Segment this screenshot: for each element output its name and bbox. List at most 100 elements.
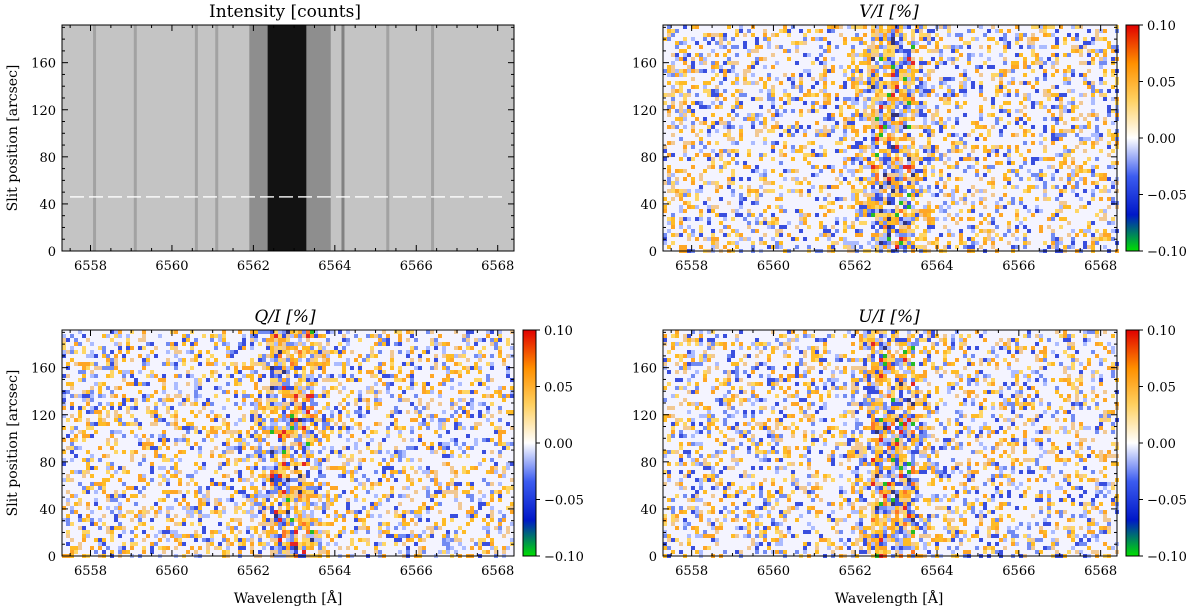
x-tick-label: 6564 <box>318 259 351 274</box>
heatmap-cell <box>971 85 975 89</box>
heatmap-cell <box>875 181 879 185</box>
heatmap-cell <box>314 366 318 370</box>
heatmap-cell <box>771 189 775 193</box>
heatmap-cell <box>446 418 450 422</box>
heatmap-cell <box>66 418 70 422</box>
heatmap-cell <box>927 209 931 213</box>
heatmap-cell <box>186 482 190 486</box>
heatmap-cell <box>871 41 875 45</box>
heatmap-cell <box>1051 237 1055 241</box>
heatmap-cell <box>851 241 855 245</box>
heatmap-cell <box>883 217 887 221</box>
heatmap-cell <box>1095 137 1099 141</box>
heatmap-cell <box>859 41 863 45</box>
heatmap-cell <box>739 89 743 93</box>
heatmap-cell <box>883 209 887 213</box>
heatmap-cell <box>90 426 94 430</box>
heatmap-cell <box>286 394 290 398</box>
heatmap-cell <box>923 209 927 213</box>
heatmap-cell <box>947 77 951 81</box>
heatmap-cell <box>859 221 863 225</box>
heatmap-cell <box>154 410 158 414</box>
heatmap-cell <box>823 65 827 69</box>
heatmap-cell <box>98 346 102 350</box>
heatmap-cell <box>466 346 470 350</box>
heatmap-cell <box>743 41 747 45</box>
heatmap-cell <box>226 354 230 358</box>
heatmap-cell <box>70 438 74 442</box>
heatmap-cell <box>1103 93 1107 97</box>
heatmap-cell <box>290 458 294 462</box>
heatmap-cell <box>851 129 855 133</box>
heatmap-cell <box>442 442 446 446</box>
heatmap-cell <box>410 430 414 434</box>
heatmap-cell <box>302 346 306 350</box>
heatmap-cell <box>927 225 931 229</box>
heatmap-cell <box>62 458 66 462</box>
heatmap-cell <box>430 414 434 418</box>
heatmap-cell <box>943 45 947 49</box>
heatmap-cell <box>695 189 699 193</box>
heatmap-cell <box>174 330 178 334</box>
heatmap-cell <box>1003 73 1007 77</box>
heatmap-cell <box>911 81 915 85</box>
heatmap-cell <box>274 454 278 458</box>
heatmap-cell <box>719 169 723 173</box>
heatmap-cell <box>871 77 875 81</box>
heatmap-cell <box>931 225 935 229</box>
heatmap-cell <box>258 358 262 362</box>
heatmap-cell <box>1083 149 1087 153</box>
heatmap-cell <box>410 478 414 482</box>
heatmap-cell <box>1099 233 1103 237</box>
heatmap-cell <box>70 346 74 350</box>
heatmap-cell <box>1039 45 1043 49</box>
heatmap-cell <box>106 402 110 406</box>
heatmap-cell <box>414 410 418 414</box>
heatmap-cell <box>715 153 719 157</box>
heatmap-cell <box>262 406 266 410</box>
colorbar-gradient <box>1125 24 1140 252</box>
heatmap-cell <box>442 422 446 426</box>
heatmap-cell <box>683 101 687 105</box>
heatmap-cell <box>875 245 879 249</box>
heatmap-cell <box>306 434 310 438</box>
heatmap-cell <box>1031 173 1035 177</box>
heatmap-cell <box>434 482 438 486</box>
heatmap-cell <box>306 334 310 338</box>
heatmap-cell <box>887 145 891 149</box>
heatmap-cell <box>995 205 999 209</box>
heatmap-cell <box>418 398 422 402</box>
heatmap-cell <box>927 125 931 129</box>
heatmap-cell <box>250 334 254 338</box>
heatmap-cell <box>899 229 903 233</box>
heatmap-cell <box>182 362 186 366</box>
heatmap-cell <box>871 153 875 157</box>
heatmap-cell <box>931 221 935 225</box>
heatmap-cell <box>186 398 190 402</box>
heatmap-cell <box>114 470 118 474</box>
heatmap-cell <box>775 241 779 245</box>
heatmap-cell <box>803 129 807 133</box>
heatmap-cell <box>683 41 687 45</box>
heatmap-cell <box>783 153 787 157</box>
heatmap-cell <box>294 430 298 434</box>
heatmap-cell <box>194 378 198 382</box>
heatmap-cell <box>494 346 498 350</box>
heatmap-cell <box>935 33 939 37</box>
heatmap-cell <box>931 113 935 117</box>
heatmap-cell <box>1055 137 1059 141</box>
panel-title: Q/I [%] <box>254 307 316 327</box>
heatmap-cell <box>955 177 959 181</box>
heatmap-cell <box>186 438 190 442</box>
heatmap-cell <box>1027 229 1031 233</box>
heatmap-cell <box>719 197 723 201</box>
heatmap-cell <box>366 442 370 446</box>
heatmap-cell <box>146 442 150 446</box>
heatmap-cell <box>454 410 458 414</box>
heatmap-cell <box>302 450 306 454</box>
heatmap-cell <box>94 366 98 370</box>
heatmap-cell <box>883 221 887 225</box>
heatmap-cell <box>386 390 390 394</box>
heatmap-cell <box>931 89 935 93</box>
heatmap-cell <box>1059 193 1063 197</box>
